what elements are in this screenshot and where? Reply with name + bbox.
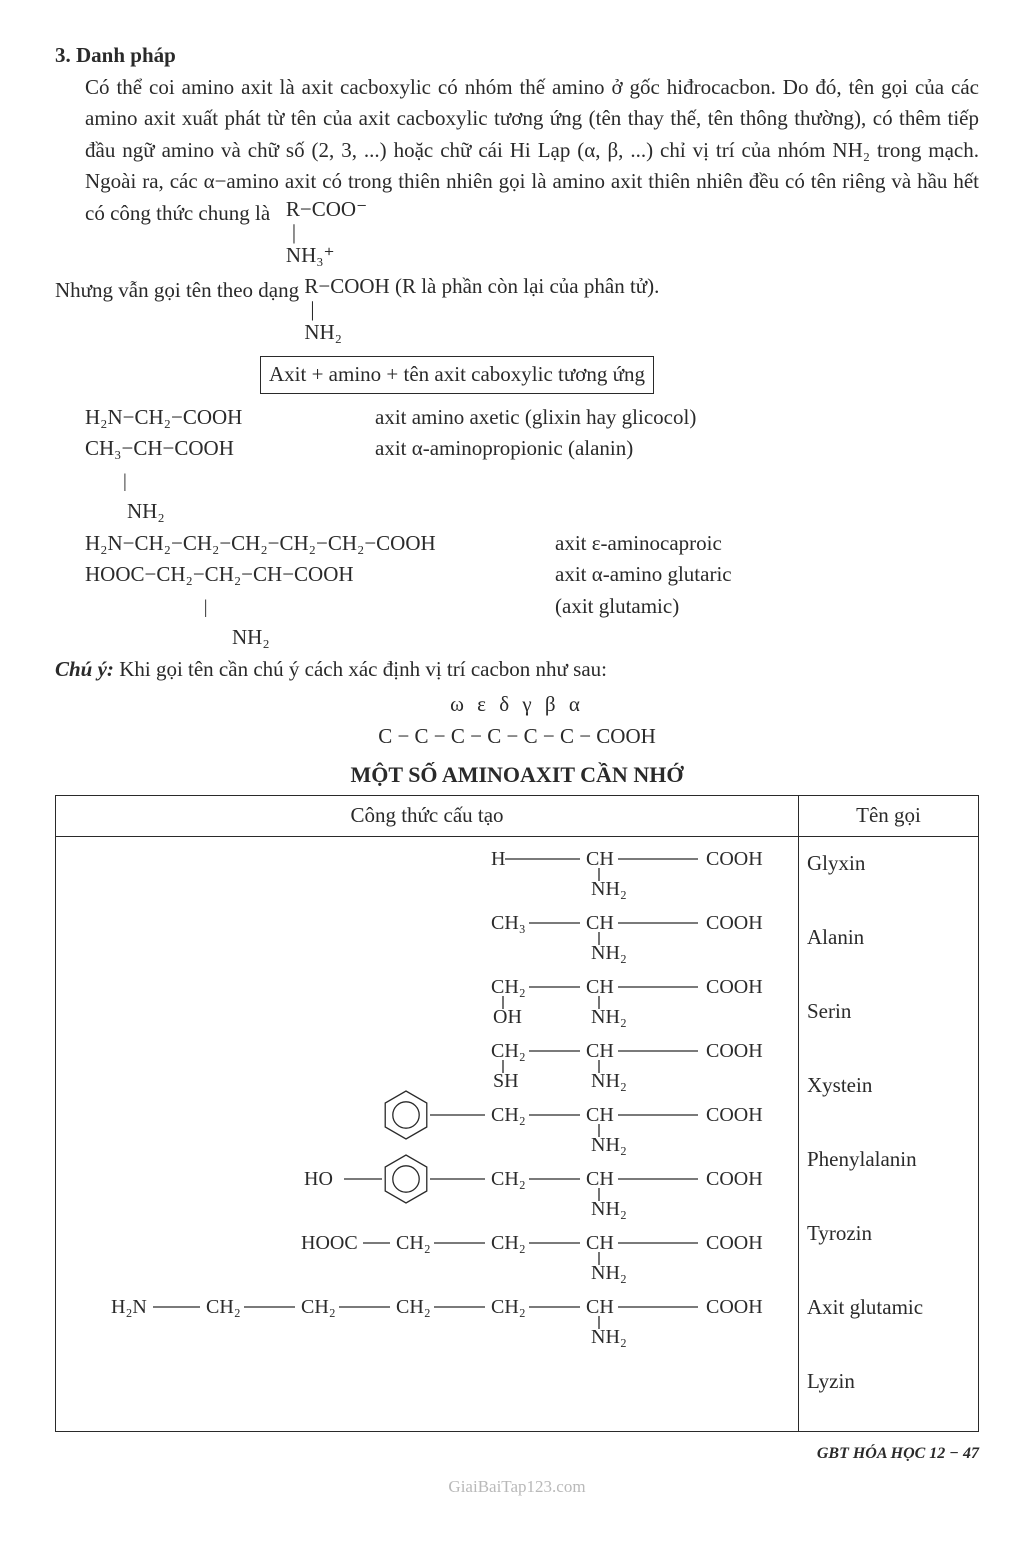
svg-text:CH₂: CH₂ xyxy=(491,1296,526,1318)
svg-text:NH₂: NH₂ xyxy=(591,942,627,964)
formula-rcooh-ion: R−COO⁻ | NH₃⁺ xyxy=(286,198,367,267)
aminoacid-table: Công thức cấu tạo Tên gọi COOHCHNH₂HCOOH… xyxy=(55,795,979,1432)
svg-text:CH₂: CH₂ xyxy=(491,976,526,998)
svg-text:CH: CH xyxy=(586,1040,614,1062)
svg-text:NH₂: NH₂ xyxy=(591,1326,627,1348)
paragraph-1: Có thể coi amino axit là axit cacboxylic… xyxy=(85,72,979,267)
table-body-row: COOH CH NH₂ H COOH CH NH₂ CH₃ COOH CH NH₂ CH₂ OH COOH… xyxy=(56,836,979,1431)
header-structure: Công thức cấu tạo xyxy=(56,796,799,837)
svg-text:CH: CH xyxy=(586,1296,614,1318)
svg-text:COOH: COOH xyxy=(706,848,763,870)
formula2-bar: | xyxy=(310,297,314,321)
svg-text:HOOC: HOOC xyxy=(301,1232,358,1254)
note-text: Khi gọi tên cần chú ý cách xác định vị t… xyxy=(119,657,607,681)
svg-text:CH₂: CH₂ xyxy=(396,1232,431,1254)
svg-text:SH: SH xyxy=(493,1070,519,1092)
svg-text:COOH: COOH xyxy=(706,1168,763,1190)
paragraph-2: Nhưng vẫn gọi tên theo dạng R−COOH (R là… xyxy=(55,275,979,344)
svg-text:COOH: COOH xyxy=(706,912,763,934)
para1-text: Có thể coi amino axit là axit cacboxylic… xyxy=(85,75,979,225)
svg-text:COOH: COOH xyxy=(706,1232,763,1254)
section-title: Danh pháp xyxy=(76,43,176,67)
example-name: axit α-amino glutaric (axit glutamic) xyxy=(555,559,732,654)
svg-text:NH₂: NH₂ xyxy=(591,1134,627,1156)
example-formula: H₂N−CH₂−COOH xyxy=(85,402,375,434)
svg-text:CH: CH xyxy=(586,1232,614,1254)
note-label: Chú ý: xyxy=(55,657,114,681)
svg-text:CH₂: CH₂ xyxy=(206,1296,241,1318)
aminoacid-name: Tyrozin xyxy=(807,1208,977,1282)
carbon-chain: C − C − C − C − C − C − COOH xyxy=(55,721,979,753)
greek-positions: ω ε δ γ β α xyxy=(55,689,979,721)
svg-text:COOH: COOH xyxy=(706,976,763,998)
example-formula: HOOC−CH₂−CH₂−CH−COOH | NH₂ xyxy=(85,559,555,654)
aminoacid-name: Axit glutamic xyxy=(807,1282,977,1356)
svg-text:CH: CH xyxy=(586,1104,614,1126)
aminoacid-name: Serin xyxy=(807,986,977,1060)
structure-cell: COOH CH NH₂ H COOH CH NH₂ CH₃ COOH CH NH₂ CH₂ OH COOH… xyxy=(56,836,799,1431)
page-footer-center: GiaiBaiTap123.com xyxy=(55,1474,979,1500)
para2-post: (R là phần còn lại của phân tử). xyxy=(395,274,659,298)
svg-text:CH: CH xyxy=(586,1168,614,1190)
structures-svg: COOH CH NH₂ H COOH CH NH₂ CH₃ COOH CH NH₂ CH₂ OH COOH… xyxy=(66,843,766,1355)
section-heading: 3. Danh pháp xyxy=(55,40,979,72)
svg-text:NH₂: NH₂ xyxy=(591,1070,627,1092)
aminoacid-name: Xystein xyxy=(807,1060,977,1134)
example-row-3: H₂N−CH₂−CH₂−CH₂−CH₂−CH₂−COOH axit ε-amin… xyxy=(85,528,979,560)
svg-text:NH₂: NH₂ xyxy=(591,1006,627,1028)
aminoacid-name: Glyxin xyxy=(807,838,977,912)
para2-pre: Nhưng vẫn gọi tên theo dạng xyxy=(55,278,299,302)
svg-text:CH₃: CH₃ xyxy=(491,912,526,934)
formula-rcooh: R−COOH (R là phần còn lại của phân tử). … xyxy=(304,275,659,344)
aminoacid-name: Alanin xyxy=(807,912,977,986)
example-name: axit α-aminopropionic (alanin) xyxy=(375,433,633,528)
section-number: 3. xyxy=(55,43,71,67)
svg-text:COOH: COOH xyxy=(706,1104,763,1126)
svg-text:CH: CH xyxy=(586,912,614,934)
names-cell: GlyxinAlaninSerinXysteinPhenylalaninTyro… xyxy=(799,836,979,1431)
naming-rule-box: Axit + amino + tên axit caboxylic tương … xyxy=(260,356,654,394)
svg-text:OH: OH xyxy=(493,1006,522,1028)
example-name: axit ε-aminocaproic xyxy=(555,528,722,560)
svg-text:CH₂: CH₂ xyxy=(491,1104,526,1126)
aminoacid-name: Lyzin xyxy=(807,1356,977,1430)
formula1-bottom: NH₃⁺ xyxy=(286,243,335,267)
svg-text:COOH: COOH xyxy=(706,1296,763,1318)
formula2-bot: NH₂ xyxy=(304,320,342,344)
page-footer-right: GBT HÓA HỌC 12 − 47 xyxy=(55,1442,979,1466)
aminoacid-name: Phenylalanin xyxy=(807,1134,977,1208)
svg-text:H₂N: H₂N xyxy=(111,1296,147,1318)
note-line: Chú ý: Khi gọi tên cần chú ý cách xác đị… xyxy=(55,654,979,686)
svg-text:CH₂: CH₂ xyxy=(491,1040,526,1062)
svg-text:NH₂: NH₂ xyxy=(591,1198,627,1220)
svg-text:NH₂: NH₂ xyxy=(591,878,627,900)
formula2-top: R−COOH xyxy=(304,274,389,298)
example-name: axit amino axetic (glixin hay glicocol) xyxy=(375,402,696,434)
header-name: Tên gọi xyxy=(799,796,979,837)
svg-text:CH: CH xyxy=(586,848,614,870)
svg-text:HO: HO xyxy=(304,1168,333,1190)
formula1-bot: | xyxy=(292,220,296,244)
formula1-top: R−COO⁻ xyxy=(286,197,367,221)
svg-text:CH₂: CH₂ xyxy=(396,1296,431,1318)
example-row-2: CH₃−CH−COOH | NH₂ axit α-aminopropionic … xyxy=(85,433,979,528)
svg-text:NH₂: NH₂ xyxy=(591,1262,627,1284)
svg-text:CH₂: CH₂ xyxy=(301,1296,336,1318)
svg-text:CH₂: CH₂ xyxy=(491,1232,526,1254)
example-row-4: HOOC−CH₂−CH₂−CH−COOH | NH₂ axit α-amino … xyxy=(85,559,979,654)
table-title: MỘT SỐ AMINOAXIT CẦN NHỚ xyxy=(55,758,979,791)
svg-text:COOH: COOH xyxy=(706,1040,763,1062)
table-header-row: Công thức cấu tạo Tên gọi xyxy=(56,796,979,837)
example-row-1: H₂N−CH₂−COOH axit amino axetic (glixin h… xyxy=(85,402,979,434)
example-formula: H₂N−CH₂−CH₂−CH₂−CH₂−CH₂−COOH xyxy=(85,528,555,560)
svg-text:CH₂: CH₂ xyxy=(491,1168,526,1190)
svg-text:CH: CH xyxy=(586,976,614,998)
example-formula: CH₃−CH−COOH | NH₂ xyxy=(85,433,375,528)
svg-text:H: H xyxy=(491,848,505,870)
